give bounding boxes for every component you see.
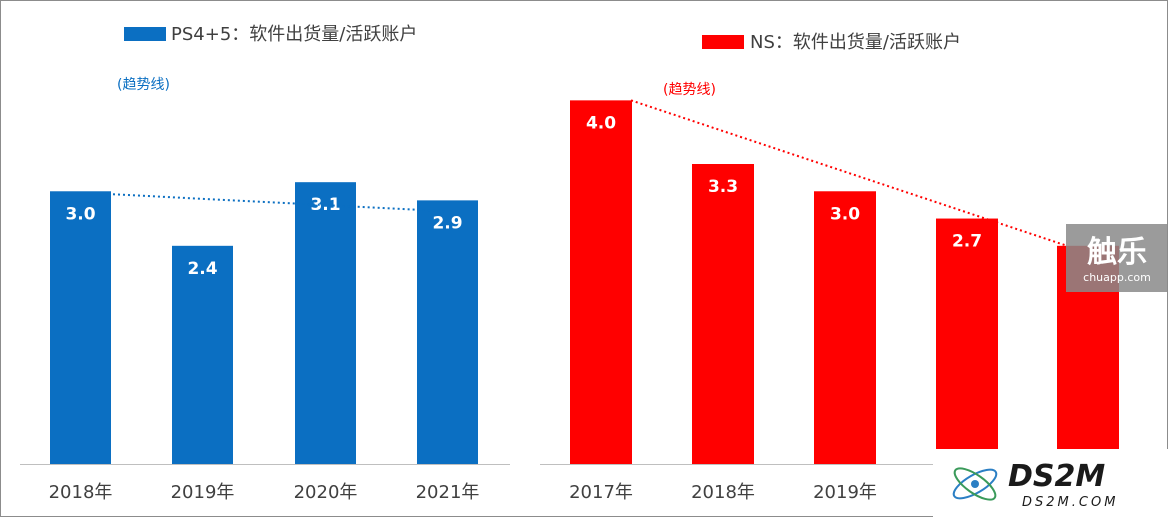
data-label: 4.0 <box>586 113 616 133</box>
data-label: 2.9 <box>432 213 462 233</box>
bar <box>570 100 632 464</box>
trendline <box>112 193 446 213</box>
trendline-annotation: (趋势线) <box>117 77 170 93</box>
x-tick-label: 2017年 <box>569 482 633 503</box>
bar <box>814 191 876 465</box>
ds2m-atom-core-icon <box>971 480 979 488</box>
trendline <box>630 99 1068 247</box>
bar <box>295 182 356 464</box>
bar <box>936 218 998 464</box>
x-tick-label: 2018年 <box>49 482 113 503</box>
legend-swatch <box>702 35 744 49</box>
ds2m-atom-orbit-icon <box>953 467 997 501</box>
data-label: 3.3 <box>708 177 738 197</box>
data-label: 2.7 <box>952 232 982 252</box>
legend-swatch <box>124 27 166 41</box>
bar <box>692 164 754 464</box>
chuapp-logo-text: 触乐 <box>1087 235 1147 270</box>
data-label: 3.1 <box>310 195 340 215</box>
ds2m-url-text: DS2M.COM <box>1022 495 1118 510</box>
trendline-annotation: (趋势线) <box>663 82 716 98</box>
data-label: 3.0 <box>830 204 860 224</box>
bar <box>417 200 478 464</box>
legend-label: NS：软件出货量/活跃账户 <box>750 32 961 53</box>
x-tick-label: 2020年 <box>294 482 358 503</box>
ds2m-logo-text: DS2M <box>1008 459 1105 494</box>
ds2m-atom-orbit-icon <box>952 468 998 500</box>
legend-label: PS4+5：软件出货量/活跃账户 <box>171 24 417 45</box>
data-label: 2.4 <box>187 259 217 279</box>
data-label: 3.0 <box>65 204 95 224</box>
x-tick-label: 2019年 <box>813 482 877 503</box>
bar <box>172 245 233 464</box>
chuapp-logo-box <box>1066 224 1168 292</box>
chuapp-url-text: chuapp.com <box>1083 271 1151 284</box>
x-tick-label: 2021年 <box>416 482 480 503</box>
x-tick-label: 2019年 <box>171 482 235 503</box>
x-tick-label: 2018年 <box>691 482 755 503</box>
chart-2: NS：软件出货量/活跃账户 4.0 2017年 3.3 2018年 3.0 2019年 2.7… <box>540 32 1143 503</box>
bar <box>50 191 111 465</box>
chart-1: PS4+5：软件出货量/活跃账户 3.0 2018年 2.4 2019年 3.1 2020年… <box>20 24 510 503</box>
